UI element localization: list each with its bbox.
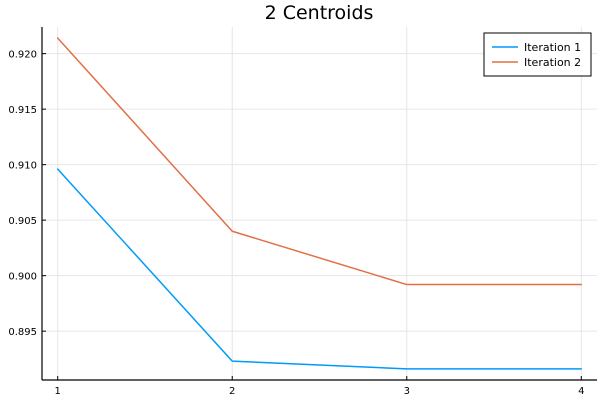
x-tick-label: 2 [229,386,235,397]
y-tick-label: 0.910 [8,161,37,172]
chart-title: 2 Centroids [265,2,374,24]
series-line-iteration-2 [56,37,583,286]
legend-box [483,32,592,77]
x-tick-label: 1 [55,386,61,397]
tick-labels: 1 2 3 4 0.895 0.900 0.905 0.910 0.915 0.920 [8,50,584,397]
y-tick-label: 0.905 [8,216,37,227]
legend-label-iteration-2: Iteration 2 [524,56,581,69]
axes [41,27,597,381]
x-tick-label: 3 [404,386,410,397]
series-line-iteration-1 [56,168,583,370]
x-tick-label: 4 [578,386,584,397]
y-tick-label: 0.915 [8,105,37,116]
y-tick-label: 0.920 [8,50,37,61]
series-lines [56,37,583,370]
y-tick-label: 0.895 [8,327,37,338]
y-tick-label: 0.900 [8,272,37,283]
legend-label-iteration-1: Iteration 1 [524,41,581,54]
grid-lines [42,27,597,380]
legend: Iteration 1 Iteration 2 [483,32,592,77]
